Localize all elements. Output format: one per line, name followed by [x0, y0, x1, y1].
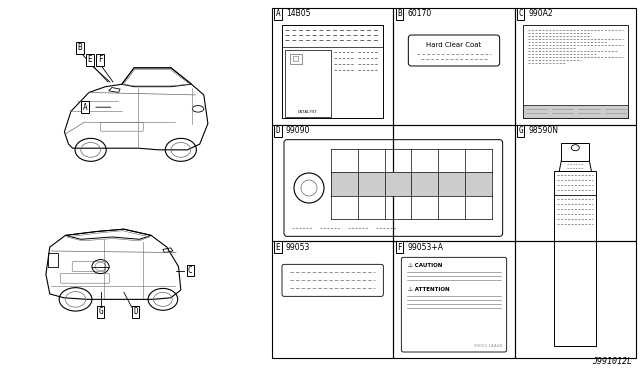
Text: B: B — [77, 44, 83, 52]
Bar — [272, 241, 394, 358]
Text: 99053 1AA0B: 99053 1AA0B — [474, 344, 502, 348]
Text: D: D — [133, 307, 138, 316]
Bar — [554, 171, 596, 346]
Bar — [331, 172, 492, 196]
Bar — [515, 125, 636, 241]
Text: C: C — [188, 266, 193, 275]
Text: J991012L: J991012L — [592, 357, 632, 366]
Text: F: F — [98, 55, 102, 64]
Bar — [561, 143, 589, 161]
Text: 99090: 99090 — [286, 126, 310, 135]
Bar — [515, 8, 636, 125]
Bar — [272, 125, 394, 241]
Text: A: A — [276, 10, 280, 19]
Text: 98590N: 98590N — [529, 126, 559, 135]
Text: Hard Clear Coat: Hard Clear Coat — [426, 42, 482, 48]
Bar — [282, 25, 383, 118]
Bar — [523, 25, 628, 118]
Text: 990A2: 990A2 — [529, 10, 554, 19]
Bar — [293, 56, 298, 61]
Text: 14B05: 14B05 — [286, 10, 310, 19]
Bar — [523, 105, 628, 118]
Bar — [48, 253, 58, 267]
Bar — [515, 241, 636, 358]
Bar — [394, 8, 515, 125]
Bar — [290, 54, 302, 64]
Text: F: F — [397, 243, 402, 252]
Text: D: D — [276, 126, 280, 135]
Text: B: B — [397, 10, 402, 19]
Bar — [394, 241, 515, 358]
Text: E: E — [276, 243, 280, 252]
Text: CATALYST: CATALYST — [298, 110, 318, 114]
Text: G: G — [518, 126, 523, 135]
Text: ⚠ CAUTION: ⚠ CAUTION — [408, 263, 443, 268]
Text: A: A — [83, 103, 87, 112]
Bar — [272, 8, 394, 125]
Text: G: G — [98, 307, 103, 316]
Text: ⚠ ATTENTION: ⚠ ATTENTION — [408, 287, 450, 292]
Text: 99053+A: 99053+A — [407, 243, 444, 252]
Text: 60170: 60170 — [407, 10, 431, 19]
Text: C: C — [518, 10, 523, 19]
Text: E: E — [88, 55, 92, 64]
Bar — [394, 125, 515, 241]
Bar — [285, 50, 331, 117]
Text: 99053: 99053 — [286, 243, 310, 252]
